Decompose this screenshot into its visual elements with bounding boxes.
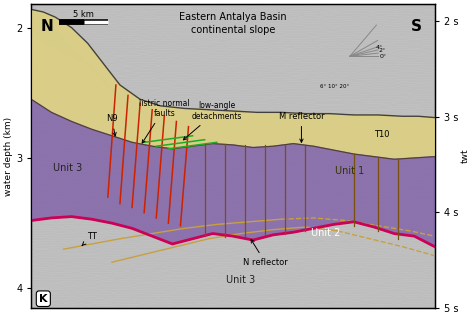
Text: Unit 2: Unit 2 — [311, 228, 340, 238]
Text: Unit 3: Unit 3 — [226, 275, 255, 285]
Text: listric normal
faults: listric normal faults — [139, 99, 190, 143]
Text: K: K — [39, 294, 47, 304]
Text: N9: N9 — [106, 114, 118, 136]
Text: Unit 3: Unit 3 — [53, 163, 82, 173]
Text: M reflector: M reflector — [279, 112, 324, 142]
Text: TT: TT — [82, 232, 97, 245]
Text: S: S — [411, 19, 422, 34]
Text: 0°: 0° — [379, 54, 386, 59]
Text: 4°: 4° — [376, 45, 383, 50]
Text: T10: T10 — [374, 130, 390, 139]
Y-axis label: twt: twt — [461, 149, 470, 163]
Polygon shape — [31, 4, 120, 99]
Text: Unit 1: Unit 1 — [335, 166, 365, 176]
Text: 2°: 2° — [379, 48, 386, 53]
Text: Eastern Antalya Basin
continental slope: Eastern Antalya Basin continental slope — [179, 12, 287, 35]
Y-axis label: water depth (km): water depth (km) — [4, 116, 13, 196]
Text: N: N — [41, 19, 54, 34]
Text: 5 km: 5 km — [73, 10, 94, 18]
Text: N reflector: N reflector — [243, 239, 288, 267]
Text: low-angle
detachments: low-angle detachments — [183, 101, 242, 140]
Polygon shape — [31, 9, 435, 159]
Text: 6° 10° 20°: 6° 10° 20° — [319, 84, 349, 89]
Polygon shape — [31, 99, 435, 246]
